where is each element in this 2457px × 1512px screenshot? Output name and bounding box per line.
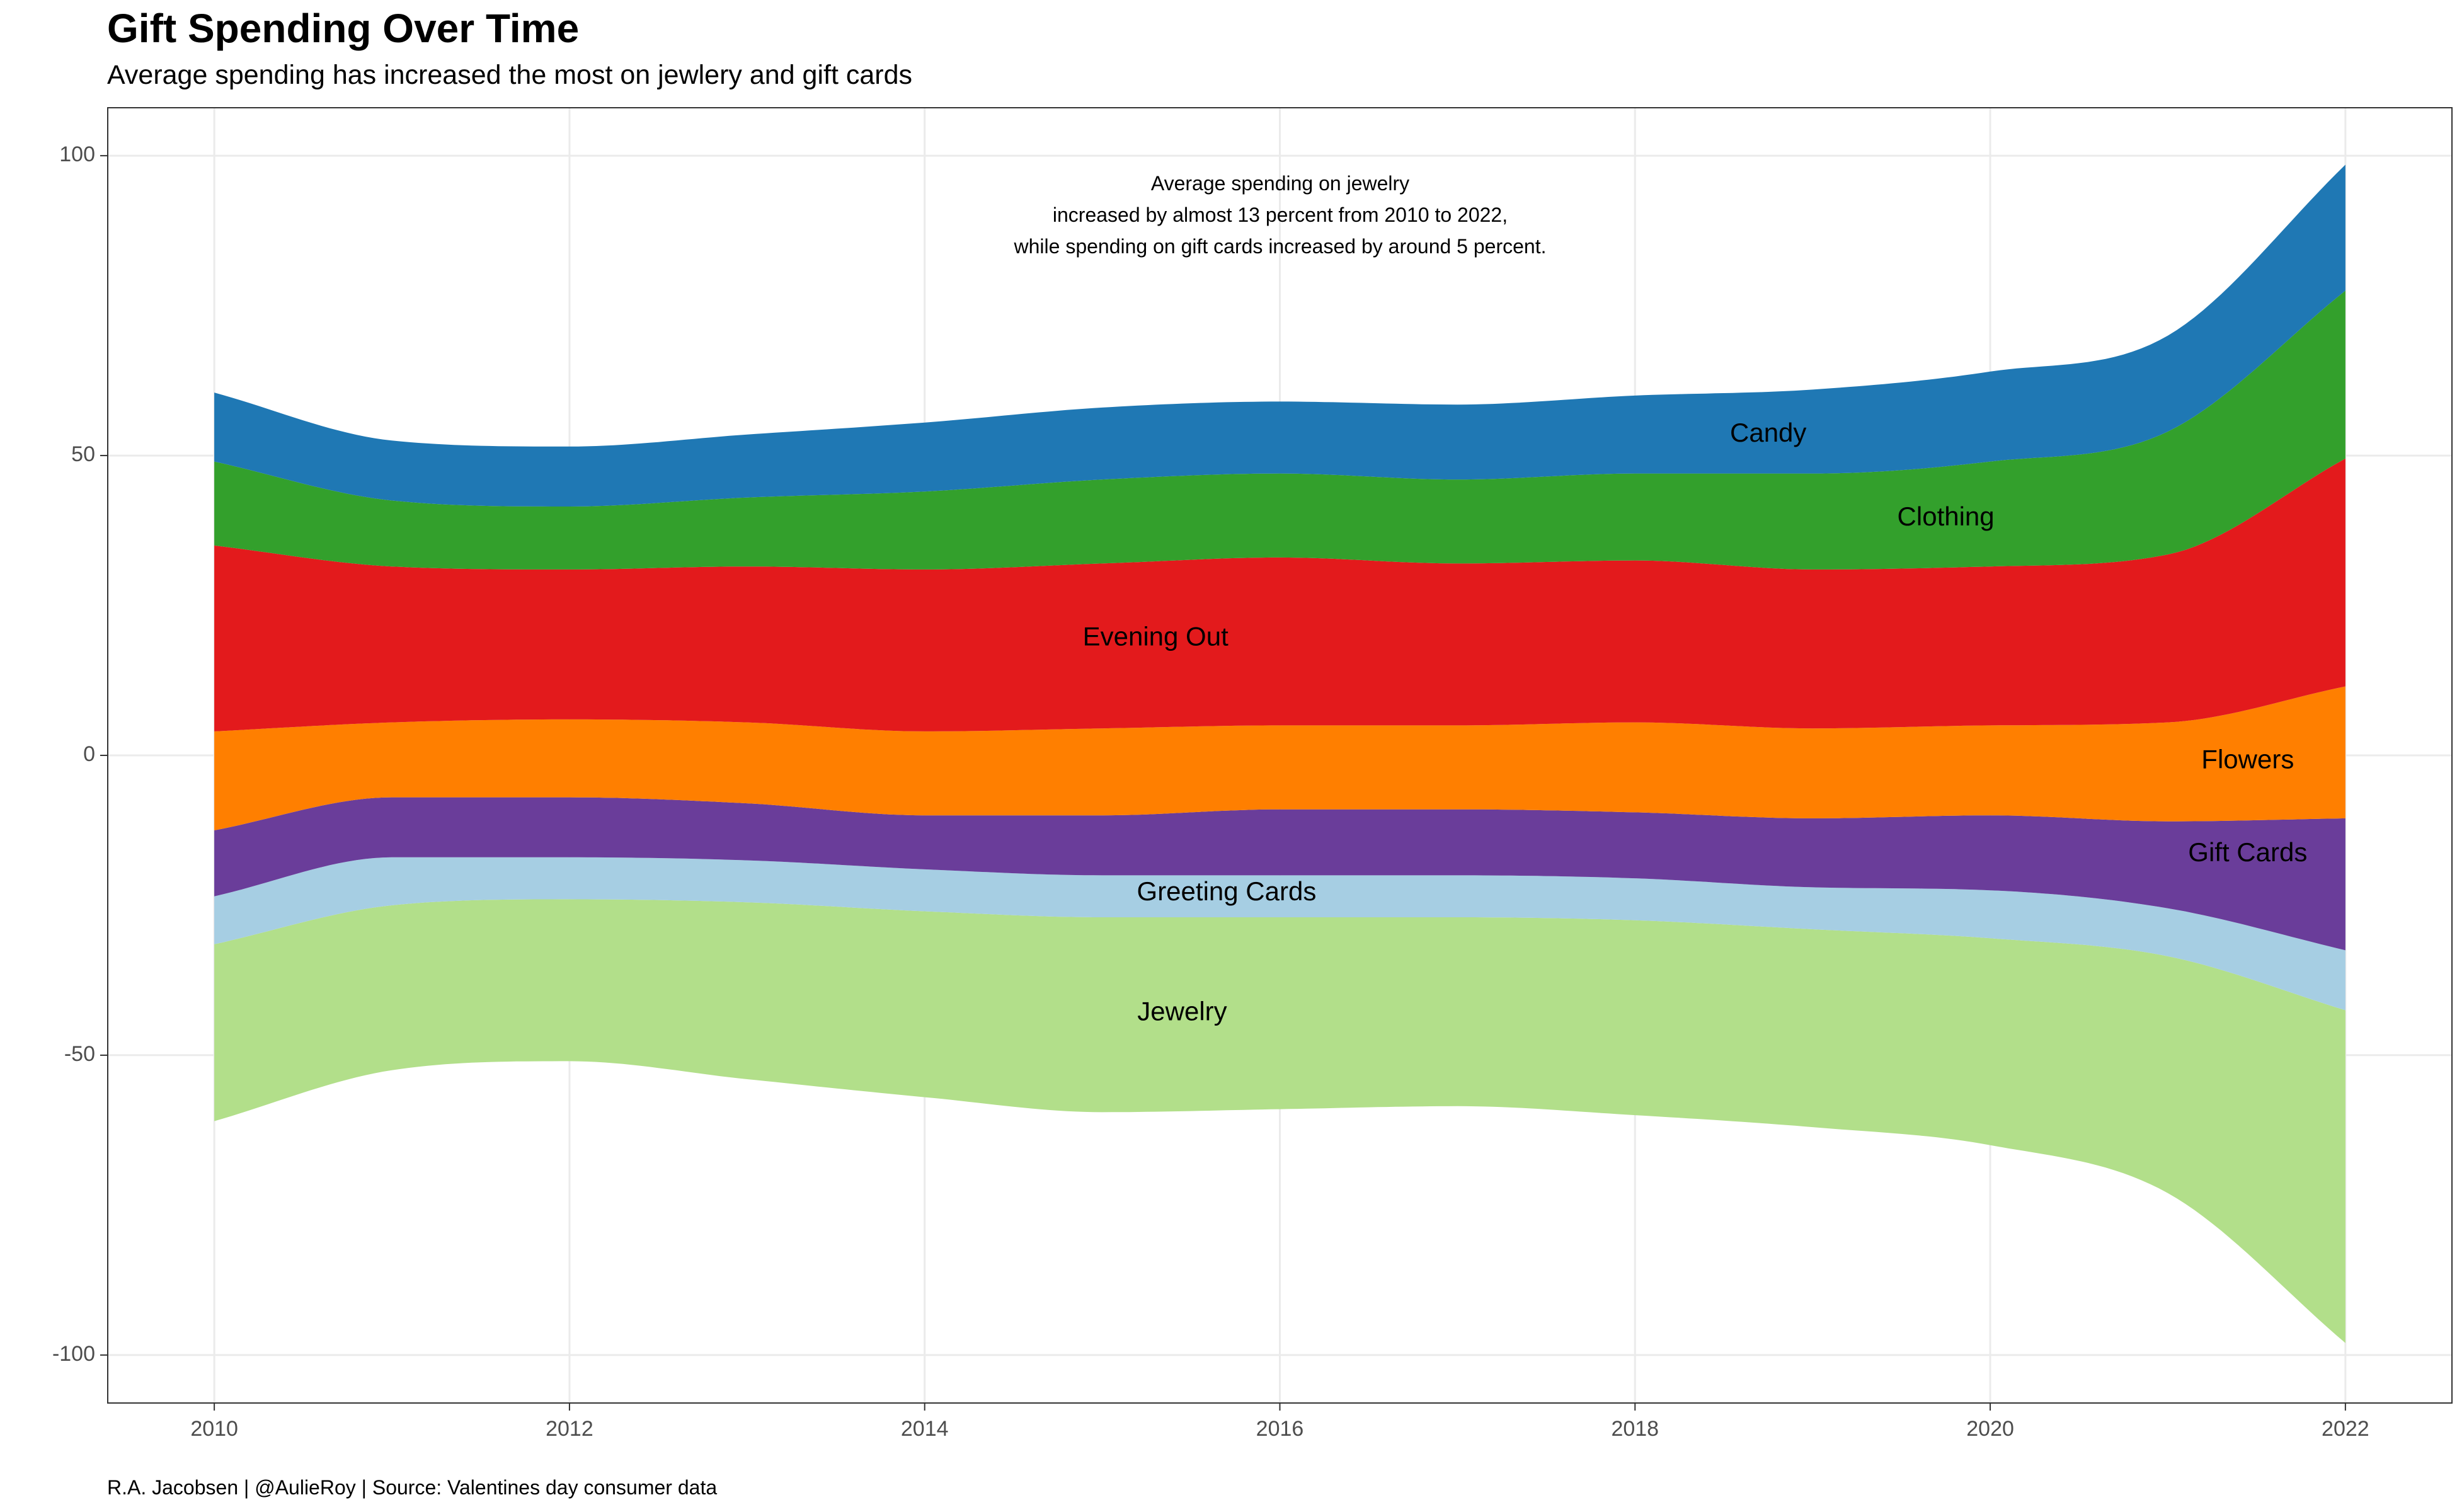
- x-tick-label: 2010: [190, 1417, 238, 1441]
- stream-jewelry: [214, 899, 2345, 1343]
- annotation-line-2: increased by almost 13 percent from 2010…: [1053, 203, 1508, 226]
- y-tick-label: 50: [71, 442, 95, 466]
- x-tick-label: 2022: [2322, 1417, 2369, 1441]
- chart-title: Gift Spending Over Time: [107, 6, 580, 51]
- stream-label-flowers: Flowers: [2201, 745, 2294, 774]
- stream-clothing: [214, 290, 2345, 570]
- y-tick-label: 0: [83, 742, 95, 766]
- stream-label-jewelry: Jewelry: [1137, 996, 1227, 1026]
- stream-gift-cards: [214, 797, 2345, 951]
- stream-areas: [214, 164, 2345, 1343]
- chart-caption: R.A. Jacobsen | @AulieRoy | Source: Vale…: [107, 1476, 718, 1499]
- annotation-text: Average spending on jewelry increased by…: [1014, 172, 1547, 258]
- annotation-line-3: while spending on gift cards increased b…: [1014, 235, 1547, 258]
- stream-label-gift-cards: Gift Cards: [2188, 837, 2307, 867]
- x-tick-label: 2020: [1966, 1417, 2014, 1441]
- y-tick-label: -50: [64, 1042, 95, 1066]
- stream-label-evening-out: Evening Out: [1083, 621, 1228, 651]
- stream-label-greeting-cards: Greeting Cards: [1137, 876, 1317, 906]
- stream-label-clothing: Clothing: [1898, 501, 1995, 531]
- stream-labels: Candy Clothing Evening Out Flowers Gift Card…: [1083, 418, 2308, 1026]
- stream-flowers: [214, 686, 2345, 830]
- axis-ticks: 2010 2012 2014 2016 2018 2020 2022 -100 -50 0 50 10…: [52, 142, 2369, 1441]
- stream-greeting-cards: [214, 857, 2345, 1011]
- y-tick-label: 100: [59, 142, 95, 166]
- stream-label-candy: Candy: [1730, 418, 1806, 447]
- x-tick-label: 2012: [546, 1417, 593, 1441]
- stream-candy: [214, 164, 2345, 507]
- chart-subtitle: Average spending has increased the most …: [107, 60, 913, 90]
- stream-evening-out: [214, 458, 2345, 731]
- annotation-line-1: Average spending on jewelry: [1151, 172, 1409, 195]
- x-tick-label: 2016: [1256, 1417, 1304, 1441]
- x-tick-label: 2018: [1611, 1417, 1659, 1441]
- y-tick-label: -100: [52, 1342, 95, 1366]
- x-tick-label: 2014: [901, 1417, 949, 1441]
